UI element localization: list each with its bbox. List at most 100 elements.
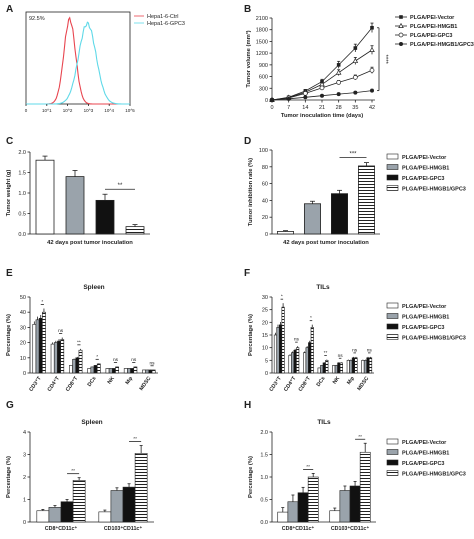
panel-c-bar (35, 159, 55, 235)
panel-d-y-label: Tumor inhibition rate (%) (248, 158, 254, 226)
panel-e-x-tick-label: DCs (87, 376, 98, 388)
panel-e-x-tick-label: MDSC (139, 376, 153, 392)
panel-e-bar (50, 343, 55, 374)
panel-f-significance-label: ns (367, 348, 373, 353)
panel-f-bar (273, 334, 278, 374)
panel-b-point (336, 63, 341, 67)
panel-b-point (336, 80, 342, 85)
panel-letter-h: H (244, 400, 251, 411)
legend-label-plga-pei-vector: PLGA/PEI-Vector (410, 15, 455, 21)
panel-f-bar (351, 357, 355, 374)
panel-f-bar (349, 360, 353, 374)
panel-h-bar (287, 501, 299, 523)
panel-b-x-tick-label: 21 (319, 105, 325, 111)
legend-label-plga-pei-hmgb1-gpc3: PLGA/PEI-HMGB1/GPC3 (402, 187, 466, 193)
panel-e-bar (53, 342, 58, 374)
legend-label-plga-pei-hmgb1-gpc3: PLGA/PEI-HMGB1/GPC3 (410, 42, 474, 48)
panel-g-bar (72, 480, 86, 523)
panel-d-bar (357, 165, 375, 235)
panel-c-significance-label: ** (118, 183, 123, 189)
panel-b-point (370, 25, 374, 30)
panel-d: 0 20 40 60 80 100 *** 42 days post tumor inocul… (248, 148, 380, 246)
legend-label-hepa1-6-ctrl: Hepa1-6-Ctrl (147, 14, 178, 20)
panel-f-bar (291, 352, 295, 374)
panel-f-significance-label: * (281, 294, 283, 300)
legend-label-plga-pei-hmgb1-gpc3: PLGA/PEI-HMGB1/GPC3 (402, 336, 466, 342)
panel-f-bar (305, 347, 309, 374)
panel-b-x-tick-label: 7 (287, 105, 290, 111)
legend-swatch (386, 323, 399, 330)
panel-e-bar (57, 340, 61, 374)
legend-swatch (386, 185, 399, 191)
panel-c-bar (95, 199, 115, 235)
panel-g-bar (134, 453, 148, 523)
panel-d-x-label: 42 days post tumor inoculation (283, 240, 369, 246)
panel-a-x-tick-label: 0 (25, 108, 28, 113)
legend-swatch (386, 334, 399, 340)
panel-f-y-tick-label: 0 (265, 371, 268, 377)
panel-e-bar (145, 369, 150, 374)
panel-b-point (303, 95, 308, 100)
panel-g-y-tick-label: 3 (23, 453, 26, 459)
panel-f-x-tick-label: MDSC (356, 376, 370, 392)
legend-swatch (386, 459, 399, 466)
legend-label-plga-pei-gpc3: PLGA/PEI-GPC3 (410, 33, 452, 39)
panel-e-significance-label: ns (131, 358, 137, 363)
panel-f-bar (337, 362, 341, 374)
panel-b-y-tick-label: 600 (259, 75, 268, 81)
panel-e-bar (32, 324, 37, 374)
panel-h-bar (359, 451, 371, 523)
panel-f-y-tick-label: 20 (262, 320, 268, 326)
panel-f-x-tick-label: CD3⁺T (268, 375, 283, 393)
panel-f-bar (293, 349, 297, 374)
panel-d-y-tick-label: 40 (262, 198, 268, 204)
panel-e-significance-label: * (96, 354, 98, 360)
panel-b-y-tick-label: 0 (265, 98, 268, 104)
panel-f: 0 5 10 15 20 25 30 * CD3⁺T ns CD4⁺T * CD8⁺T ** DCs ns NK… (248, 284, 374, 393)
panel-f-bar (317, 367, 321, 374)
panel-a-x-tick-label: 10^4 (104, 108, 114, 113)
panel-f-bar (363, 360, 368, 374)
panel-e-y-tick-label: 50 (20, 295, 26, 301)
panel-b-x-tick-label: 42 (369, 105, 375, 111)
panel-c-bar (65, 176, 85, 235)
panel-b-x-tick-label: 14 (302, 105, 308, 111)
legend-marker (398, 22, 404, 28)
panel-f-bar (278, 324, 283, 374)
panel-f-bar (354, 357, 358, 374)
panel-b-significance-label: **** (382, 55, 388, 65)
panel-f-y-label: Percentage (%) (248, 314, 254, 356)
panel-c-x-label: 42 days post tumor inoculation (47, 240, 133, 246)
panel-f-significance-label: ns (338, 354, 344, 359)
panel-e-bar (60, 339, 65, 374)
panel-h-y-tick-label: 2.0 (260, 430, 268, 436)
panel-f-significance-label: * (310, 315, 312, 321)
panel-g-y-tick-label: 4 (23, 430, 26, 436)
panel-letter-b: B (244, 4, 251, 15)
panel-d-bar (303, 203, 321, 235)
panel-b-point (352, 75, 358, 80)
legend-label-plga-pei-vector: PLGA/PEI-Vector (402, 440, 447, 446)
histogram-hepa1-6-gpc3 (26, 21, 130, 105)
panel-e-y-tick-label: 40 (20, 310, 26, 316)
panel-f-bar (310, 327, 314, 374)
panel-g-bar (60, 501, 74, 523)
panel-f-x-tick-label: NK (332, 376, 341, 386)
panel-e-y-tick-label: 10 (20, 356, 26, 362)
panel-e-x-tick-label: CD3⁺T (28, 375, 43, 393)
panel-f-y-tick-label: 25 (262, 308, 268, 314)
panel-e-bar (69, 365, 73, 374)
panel-e-x-tick-label: CD8⁺T (65, 375, 80, 393)
panel-b-y-tick-label: 1200 (256, 51, 268, 57)
legend-swatch (386, 313, 399, 319)
panel-b-point (369, 46, 375, 52)
panel-f-bar (339, 362, 343, 374)
panel-g-y-tick-label: 1 (23, 498, 26, 504)
panel-e-title: Spleen (83, 284, 104, 291)
legend-label-plga-pei-hmgb1-gpc3: PLGA/PEI-HMGB1/GPC3 (402, 472, 466, 478)
panel-d-significance-label: *** (349, 152, 357, 158)
panel-g-x-tick-label: CD8⁺CD11c⁺ (45, 526, 78, 532)
legend-label-plga-pei-hmgb1: PLGA/PEI-HMGB1 (402, 315, 449, 321)
panel-f-significance-label: ns (294, 338, 300, 343)
